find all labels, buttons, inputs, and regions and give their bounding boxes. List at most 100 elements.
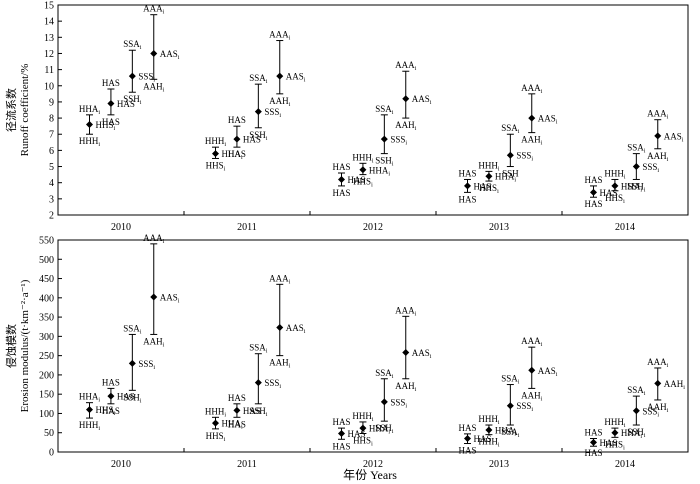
- point-label-bottom: HHSi: [206, 160, 226, 172]
- y-tick-label: 400: [39, 293, 54, 304]
- y-tick-label: 7: [49, 130, 54, 141]
- y-tick-label: 10: [44, 81, 54, 92]
- x-tick-label: 2012: [363, 222, 383, 233]
- point-label-top: HAS: [332, 417, 350, 427]
- data-point: [632, 163, 640, 171]
- point-label-mid: HHAi: [495, 172, 517, 184]
- point-label-top: AAAi: [395, 305, 417, 317]
- y-tick-label: 2: [49, 211, 54, 222]
- y-axis-label-cn: 径流系数: [4, 88, 18, 132]
- point-label-top: SSAi: [249, 343, 268, 355]
- point-label-bottom: HHSi: [605, 193, 625, 205]
- point-label-top: HAS: [228, 393, 246, 403]
- point-label-bottom: AAHi: [647, 402, 669, 414]
- data-point: [464, 182, 471, 190]
- data-point: [233, 135, 241, 143]
- point-label-top: SSAi: [249, 73, 268, 85]
- point-label-bottom: SSHi: [375, 156, 394, 168]
- point-label-mid: SSSi: [390, 135, 407, 147]
- x-tick-label: 2014: [615, 222, 635, 233]
- point-label-top: HHHi: [604, 417, 626, 429]
- point-label-bottom: AAHi: [647, 151, 669, 163]
- y-tick-label: 15: [44, 1, 54, 12]
- point-label-bottom: HHSi: [206, 431, 226, 443]
- point-label-top: HHHi: [478, 414, 500, 426]
- point-label-mid: SSSi: [138, 72, 155, 84]
- point-label-mid: SSSi: [138, 359, 155, 371]
- data-point: [128, 359, 136, 367]
- data-point: [276, 72, 284, 80]
- point-label-bottom: SSHi: [627, 181, 646, 193]
- data-point: [485, 426, 493, 434]
- data-point: [590, 188, 597, 196]
- data-point: [212, 419, 219, 427]
- y-axis-label-en: Runoff coefficient/%: [19, 64, 31, 157]
- point-label-bottom: SSHi: [249, 406, 268, 418]
- point-label-top: SSAi: [123, 39, 142, 51]
- point-label-mid: SSSi: [264, 378, 281, 390]
- plot-frame: [57, 4, 689, 216]
- data-point: [380, 398, 388, 406]
- point-label-bottom: HAS: [332, 188, 350, 198]
- x-tick-label: 2011: [237, 459, 257, 470]
- data-point: [464, 435, 471, 443]
- point-label-mid: SSSi: [642, 162, 659, 174]
- point-label-mid: HAS: [600, 438, 618, 448]
- point-label-mid: SSSi: [516, 401, 533, 413]
- point-label-mid: SSSi: [390, 397, 407, 409]
- x-tick-label: 2010: [111, 222, 131, 233]
- erosion-modulus-panel: 0 50 100 150 200 250 300 350 400 450 500 550 2010 201…: [4, 233, 689, 470]
- point-label-mid: HAS: [348, 175, 366, 185]
- point-label-top: HHHi: [352, 411, 374, 423]
- point-label-mid: HHSi: [96, 120, 116, 132]
- data-point: [107, 392, 115, 400]
- y-tick-label: 300: [39, 332, 54, 343]
- point-label-top: HHHi: [478, 160, 500, 172]
- point-label-top: AAAi: [269, 30, 291, 42]
- point-label-top: HAS: [458, 168, 476, 178]
- point-label-mid: AASi: [412, 94, 432, 106]
- y-tick-label: 0: [49, 448, 54, 459]
- point-label-mid: SSSi: [642, 406, 659, 418]
- x-tick-label: 2013: [489, 459, 509, 470]
- point-label-mid: HAS: [243, 135, 261, 145]
- y-tick-label: 100: [39, 409, 54, 420]
- point-label-top: HAS: [102, 377, 120, 387]
- point-label-top: SSAi: [123, 323, 142, 335]
- data-point: [86, 406, 93, 414]
- point-label-bottom: AAHi: [521, 135, 543, 147]
- point-label-top: HAS: [228, 115, 246, 125]
- y-tick-label: 8: [49, 114, 54, 125]
- x-axis-title: 年份 Years: [343, 468, 397, 482]
- data-point: [233, 406, 241, 414]
- x-tick-label: 2013: [489, 222, 509, 233]
- point-label-mid: AASi: [160, 49, 180, 61]
- point-label-top: SSAi: [627, 385, 646, 397]
- point-label-mid: AAHi: [664, 379, 686, 391]
- x-tick-label: 2012: [363, 459, 383, 470]
- point-label-bottom: HHSi: [605, 439, 625, 451]
- data-point: [632, 407, 640, 415]
- point-label-top: SSAi: [501, 123, 520, 135]
- x-tick-label: 2011: [237, 222, 257, 233]
- point-label-top: HHHi: [205, 136, 227, 148]
- y-tick-label: 3: [49, 194, 54, 205]
- point-label-mid: HHAi: [621, 428, 643, 440]
- point-label-mid: HAS: [474, 434, 492, 444]
- point-label-mid: HHAi: [369, 165, 391, 177]
- data-point: [611, 182, 619, 190]
- data-point: [611, 429, 619, 437]
- point-label-top: HHHi: [352, 152, 374, 164]
- point-label-top: AAAi: [647, 357, 669, 369]
- data-point: [528, 366, 536, 374]
- point-label-bottom: AAHi: [143, 336, 165, 348]
- point-label-bottom: HAS: [458, 194, 476, 204]
- data-point: [338, 175, 345, 183]
- point-label-bottom: HAS: [228, 149, 246, 159]
- point-label-bottom: AAHi: [269, 96, 291, 108]
- data-point: [528, 114, 536, 122]
- point-label-bottom: AAHi: [143, 81, 165, 93]
- point-label-bottom: AAHi: [395, 120, 417, 132]
- point-label-mid: HHAi: [222, 419, 244, 431]
- point-label-top: SSAi: [627, 143, 646, 155]
